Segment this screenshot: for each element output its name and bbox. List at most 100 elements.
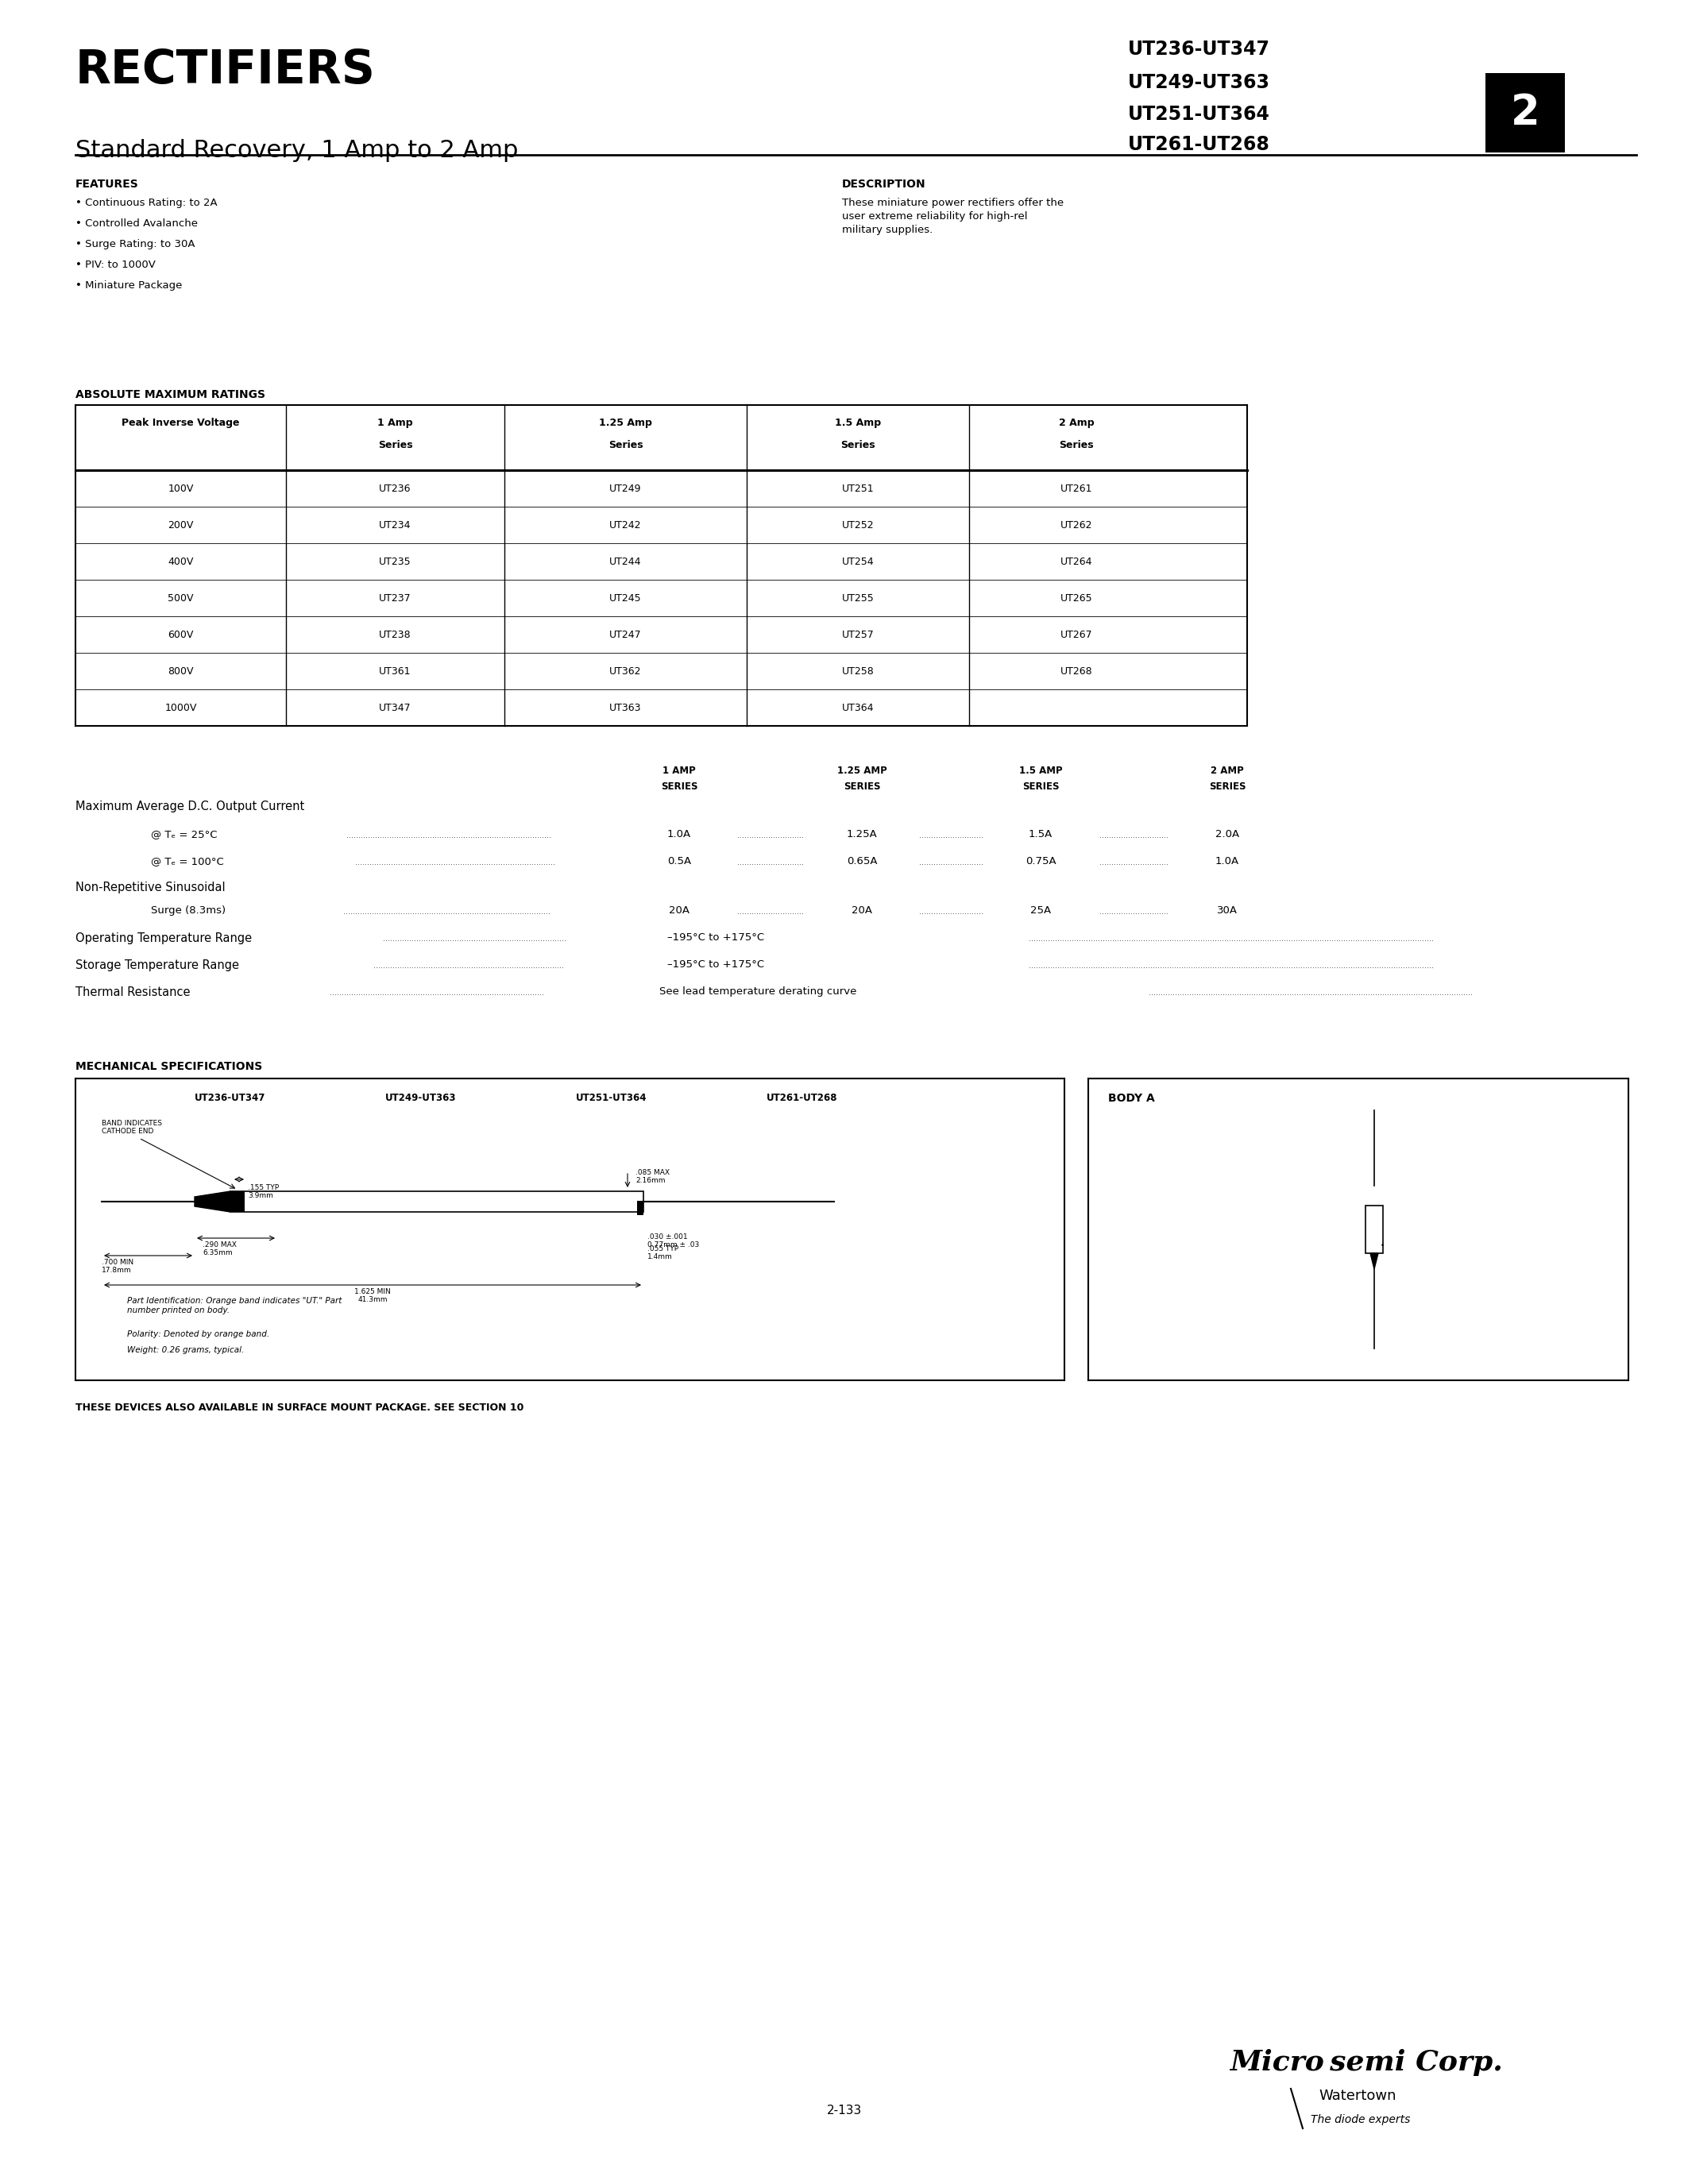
Text: These miniature power rectifiers offer the
user extreme reliability for high-rel: These miniature power rectifiers offer t…	[842, 199, 1063, 236]
Text: THESE DEVICES ALSO AVAILABLE IN SURFACE MOUNT PACKAGE. SEE SECTION 10: THESE DEVICES ALSO AVAILABLE IN SURFACE …	[76, 1402, 523, 1413]
Text: Standard Recovery, 1 Amp to 2 Amp: Standard Recovery, 1 Amp to 2 Amp	[76, 140, 518, 162]
Text: 1.5 Amp: 1.5 Amp	[836, 417, 881, 428]
Text: See lead temperature derating curve: See lead temperature derating curve	[660, 987, 856, 996]
Text: SERIES: SERIES	[844, 782, 881, 793]
Text: .290 MAX
6.35mm: .290 MAX 6.35mm	[203, 1241, 236, 1256]
Text: UT247: UT247	[609, 629, 641, 640]
Text: Micro semi Corp.: Micro semi Corp.	[1229, 2049, 1502, 2077]
Text: The diode experts: The diode experts	[1310, 2114, 1409, 2125]
Text: .............................................................................: ........................................…	[383, 935, 567, 943]
Text: Series: Series	[378, 439, 412, 450]
Text: .............................: .............................	[1099, 909, 1168, 915]
Text: 30A: 30A	[1217, 906, 1237, 915]
Text: 2: 2	[1511, 92, 1539, 133]
Text: 200V: 200V	[167, 520, 194, 531]
Text: ...........................: ...........................	[918, 909, 984, 915]
Text: UT258: UT258	[842, 666, 874, 677]
Text: • Miniature Package: • Miniature Package	[76, 280, 182, 290]
Text: UT242: UT242	[609, 520, 641, 531]
Text: • Controlled Avalanche: • Controlled Avalanche	[76, 218, 197, 229]
Text: 1.625 MIN
41.3mm: 1.625 MIN 41.3mm	[354, 1289, 390, 1304]
Text: • PIV: to 1000V: • PIV: to 1000V	[76, 260, 155, 271]
Text: UT249: UT249	[609, 483, 641, 494]
Text: Maximum Average D.C. Output Current: Maximum Average D.C. Output Current	[76, 802, 304, 812]
Text: 0.5A: 0.5A	[667, 856, 690, 867]
Text: 0.75A: 0.75A	[1025, 856, 1057, 867]
Text: 500V: 500V	[167, 592, 194, 603]
Text: ............................: ............................	[738, 909, 803, 915]
Text: 1 Amp: 1 Amp	[378, 417, 414, 428]
Text: .............................: .............................	[1099, 832, 1168, 839]
Text: UT254: UT254	[842, 557, 874, 566]
Text: UT235: UT235	[380, 557, 412, 566]
Text: UT267: UT267	[1060, 629, 1092, 640]
Text: @ Tₑ = 25°C: @ Tₑ = 25°C	[150, 830, 218, 839]
Text: DESCRIPTION: DESCRIPTION	[842, 179, 927, 190]
Text: –195°C to +175°C: –195°C to +175°C	[667, 933, 765, 943]
Text: Polarity: Denoted by orange band.: Polarity: Denoted by orange band.	[127, 1330, 270, 1339]
Text: UT245: UT245	[609, 592, 641, 603]
Text: UT363: UT363	[609, 703, 641, 712]
Text: .055 TYP
1.4mm: .055 TYP 1.4mm	[648, 1245, 679, 1260]
Text: .030 ±.001
0.77mm ± .03: .030 ±.001 0.77mm ± .03	[648, 1234, 699, 1249]
Text: UT238: UT238	[380, 629, 412, 640]
Text: 1.0A: 1.0A	[667, 830, 690, 839]
Text: Series: Series	[1058, 439, 1094, 450]
Text: ................................................................................: ........................................…	[1028, 961, 1433, 970]
Text: Thermal Resistance: Thermal Resistance	[76, 987, 191, 998]
Text: 2-133: 2-133	[827, 2105, 861, 2116]
Text: ...........................: ...........................	[918, 858, 984, 867]
Text: BAND INDICATES
CATHODE END: BAND INDICATES CATHODE END	[101, 1120, 162, 1136]
Text: ................................................................................: ........................................…	[1028, 935, 1433, 943]
Text: 0.65A: 0.65A	[847, 856, 878, 867]
Polygon shape	[1371, 1254, 1377, 1269]
Text: Non-Repetitive Sinusoidal: Non-Repetitive Sinusoidal	[76, 882, 225, 893]
Text: ................................................................................: ........................................…	[343, 909, 550, 915]
Text: UT262: UT262	[1060, 520, 1092, 531]
Text: UT362: UT362	[609, 666, 641, 677]
Text: Peak Inverse Voltage: Peak Inverse Voltage	[122, 417, 240, 428]
Text: UT261-UT268: UT261-UT268	[1128, 135, 1269, 155]
Text: 1.25 AMP: 1.25 AMP	[837, 767, 886, 775]
Text: UT234: UT234	[380, 520, 412, 531]
Text: ................................................................................: ........................................…	[373, 961, 564, 970]
Text: UT251: UT251	[842, 483, 874, 494]
Text: UT237: UT237	[380, 592, 412, 603]
Text: .085 MAX
2.16mm: .085 MAX 2.16mm	[635, 1168, 670, 1184]
Bar	[1485, 72, 1565, 153]
Text: ................................................................................: ........................................…	[354, 858, 555, 867]
Text: Part Identification: Orange band indicates "UT." Part
number printed on body.: Part Identification: Orange band indicat…	[127, 1297, 343, 1315]
Text: UT252: UT252	[842, 520, 874, 531]
Text: SERIES: SERIES	[660, 782, 697, 793]
Text: 100V: 100V	[167, 483, 194, 494]
Text: Series: Series	[841, 439, 874, 450]
Text: @ Tₑ = 100°C: @ Tₑ = 100°C	[150, 856, 225, 867]
Text: SERIES: SERIES	[1023, 782, 1058, 793]
Text: UT364: UT364	[842, 703, 874, 712]
Text: Series: Series	[608, 439, 643, 450]
Text: 1.0A: 1.0A	[1215, 856, 1239, 867]
Text: ................................................................................: ........................................…	[329, 989, 544, 996]
Text: UT244: UT244	[609, 557, 641, 566]
Text: 1.25A: 1.25A	[846, 830, 878, 839]
Text: ...........................: ...........................	[918, 832, 984, 839]
Text: UT251-UT364: UT251-UT364	[1128, 105, 1269, 124]
Text: 1.25 Amp: 1.25 Amp	[599, 417, 652, 428]
Bar	[230, 1190, 643, 1212]
Text: Watertown: Watertown	[1318, 2088, 1396, 2103]
Text: UT268: UT268	[1060, 666, 1092, 677]
Text: UT257: UT257	[842, 629, 874, 640]
Text: SERIES: SERIES	[1209, 782, 1246, 793]
Text: UT236-UT347: UT236-UT347	[1128, 39, 1269, 59]
Text: UT255: UT255	[842, 592, 874, 603]
Text: ................................................................................: ........................................…	[1148, 989, 1472, 996]
Text: 25A: 25A	[1030, 906, 1052, 915]
Text: 2 Amp: 2 Amp	[1058, 417, 1094, 428]
Bar	[230, 1190, 245, 1212]
Text: UT236-UT347: UT236-UT347	[194, 1092, 267, 1103]
Bar	[636, 1201, 643, 1214]
Text: Storage Temperature Range: Storage Temperature Range	[76, 959, 240, 972]
Text: 1.5 AMP: 1.5 AMP	[1020, 767, 1062, 775]
Text: 20A: 20A	[668, 906, 689, 915]
Text: 2.0A: 2.0A	[1215, 830, 1239, 839]
